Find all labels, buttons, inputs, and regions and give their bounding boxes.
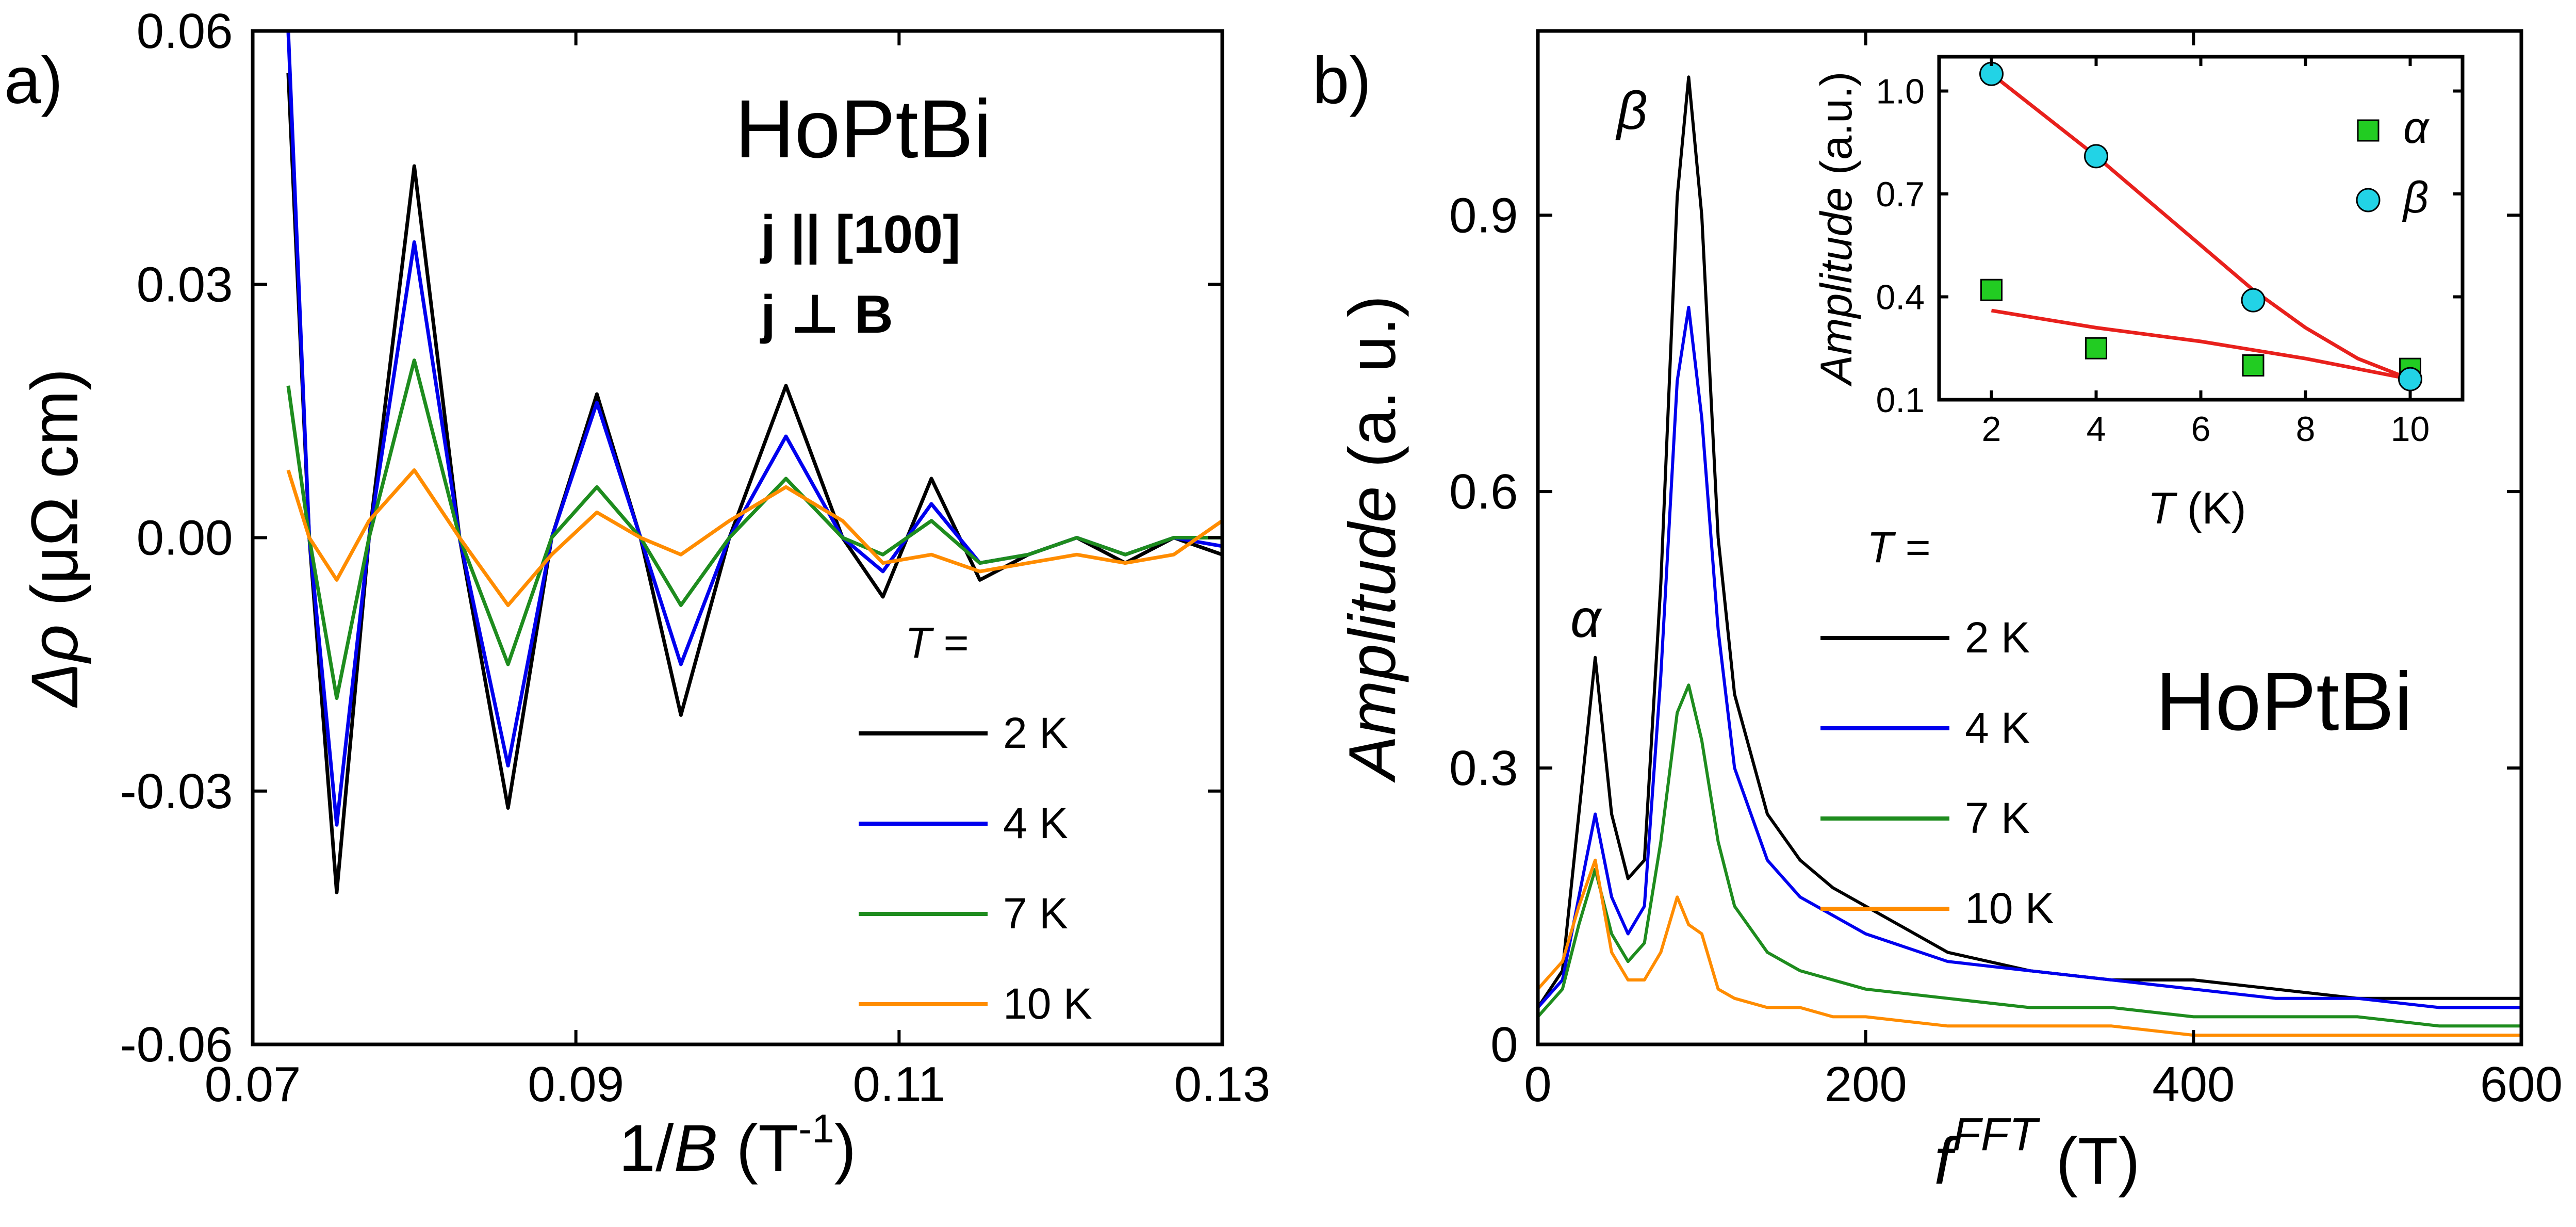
panel-b-series-4k [1536,305,2521,1009]
inset-ylabel-var: Amplitude [1812,187,1861,387]
panel-a-x-tick-label: 0.09 [528,1057,624,1112]
inset-marker-alpha [1980,279,2003,301]
panel-b-y-tick-label: 0.6 [1449,464,1518,519]
panel-a-y-tick-label: 0.03 [137,257,233,312]
panel-b: b) 0 200 400 600 0 0.3 0.6 0.9 Amplitude (a. u.… [1312,29,2563,1198]
panel-a-y-tick-label: 0.00 [137,511,233,566]
panel-b-legend-label: 2 K [1965,613,2030,662]
panel-a-y-axis-title: Δρ (μΩ cm) [18,368,92,708]
panel-a-perp-condition: j ⊥ B [760,285,893,345]
panel-a-series-2k [286,73,1223,894]
panel-b-legend-label: 4 K [1965,704,2030,752]
panel-b-beta-label: β [1615,81,1647,141]
panel-b-y-tick-label: 0.9 [1449,188,1518,243]
inset-y-tick-label: 1.0 [1876,72,1925,111]
panel-b-x-axis-title: fFFT (T) [1934,1109,2140,1198]
inset-fit-line-0 [1991,308,2411,381]
inset-legend-marker-beta [2356,188,2381,212]
inset-legend-label: α [2403,103,2430,153]
panel-a-ylabel-var: Δρ [18,625,92,708]
panel-a-current-direction: j || [100] [760,205,961,265]
inset-background [1939,57,2463,400]
inset-ticks: 2 4 6 8 10 0.1 0.4 0.7 1.0 [1876,57,2463,449]
inset-y-tick-label: 0.7 [1876,175,1925,214]
panel-a: a) 0.07 0.09 0.11 0.13-0.06-0.030.000.030.0… [4,4,1270,1185]
panel-a-y-tick-label: 0.06 [137,4,233,59]
panel-a-x-tick-label: 0.13 [1174,1057,1271,1112]
panel-a-legend-label: 10 K [1003,979,1092,1028]
inset-xlabel-unit: (K) [2175,484,2246,533]
panel-b-series-7k [1536,683,2521,1028]
panel-b-series-2k [1536,75,2521,1009]
panel-a-compound-label: HoPtBi [735,83,992,175]
panel-a-legend-label: 7 K [1003,889,1068,938]
panel-b-y-tick-label: 0.3 [1449,741,1518,796]
panel-b-ticks: 0 200 400 600 0 0.3 0.6 0.9 [1449,31,2563,1112]
panel-a-xlabel-var: B [674,1111,718,1185]
panel-a-x-tick-label: 0.07 [205,1057,301,1112]
panel-a-series [286,30,1224,894]
inset-x-axis-title: T (K) [2147,484,2246,533]
inset-x-tick-label: 6 [2191,410,2211,449]
inset-y-tick-label: 0.4 [1876,278,1925,317]
panel-b-legend-title: T = [1867,523,1931,571]
svg-text:Amplitude (a.u.): Amplitude (a.u.) [1812,71,1861,387]
panel-a-x-axis-title: 1/B (T-1) [619,1106,856,1185]
inset-x-tick-label: 2 [1982,410,2001,449]
panel-a-x-tick-label: 0.11 [852,1057,945,1112]
panel-b-xlabel-unit: (T) [2038,1124,2140,1198]
panel-b-alpha-label: α [1570,589,1602,649]
inset-x-tick-label: 4 [2087,410,2106,449]
svg-text:Amplitude (a. u.): Amplitude (a. u.) [1336,295,1409,783]
svg-text:Δρ (μΩ cm): Δρ (μΩ cm) [18,368,92,708]
panel-a-xlabel-sup: -1 [798,1106,834,1151]
panel-b-legend-label: 10 K [1965,884,2054,932]
panel-b-x-tick-label: 0 [1524,1057,1551,1112]
inset-legend-label: β [2402,173,2429,222]
panel-b-compound-label: HoPtBi [2156,655,2413,747]
panel-b-x-tick-label: 200 [1825,1057,1907,1112]
panel-b-legend-label: 7 K [1965,794,2030,842]
panel-b-y-axis-title: Amplitude (a. u.) [1336,295,1409,783]
panel-b-inset: 2 4 6 8 10 0.1 0.4 0.7 1.0 Amplitude (a.u.) T (K… [1812,55,2465,533]
inset-ylabel-unit: (a.u.) [1812,71,1861,187]
panel-a-ticks: 0.07 0.09 0.11 0.13 -0.06 -0.03 0.00 0.03 0.06 [120,4,1271,1112]
panel-b-ylabel-unit: (a. u.) [1336,295,1409,486]
inset-fit-line-1 [1990,72,2411,381]
inset-x-tick-label: 8 [2296,410,2316,449]
panel-a-xlabel-prefix: 1/ [619,1111,674,1185]
inset-xlabel-var: T [2147,484,2177,533]
panel-a-y-tick-label: -0.06 [120,1017,233,1072]
panel-a-label: a) [4,44,63,118]
panel-b-y-tick-label: 0 [1490,1017,1518,1072]
panel-b-legend: T = 2 K 4 K 7 K 10 K [1820,523,2054,932]
inset-x-tick-label: 10 [2391,410,2430,449]
panel-b-x-tick-label: 600 [2480,1057,2563,1112]
panel-a-ylabel-unit: (μΩ cm) [18,368,92,624]
inset-marker-alpha [2085,337,2107,359]
inset-marker-alpha [2242,354,2265,377]
panel-b-label: b) [1312,44,1371,118]
inset-y-axis-title: Amplitude (a.u.) [1812,71,1861,387]
panel-a-series-10k [286,468,1224,607]
panel-a-xlabel-unit: (T [718,1111,798,1185]
panel-a-legend-label: 4 K [1003,799,1068,847]
inset-legend: αβ [2356,103,2430,222]
panel-b-x-tick-label: 400 [2152,1057,2235,1112]
panel-a-legend-label: 2 K [1003,709,1068,757]
panel-a-legend-title: T = [905,618,969,667]
inset-legend-marker-alpha [2357,119,2380,142]
inset-y-tick-label: 0.1 [1876,381,1925,420]
inset-marker-beta [2398,367,2422,391]
panel-b-ylabel-var: Amplitude [1336,486,1409,783]
panel-a-legend: T = 2 K 4 K 7 K 10 K [859,618,1092,1028]
panel-a-xlabel-close: ) [834,1111,857,1185]
panel-b-xlabel-sup: FFT [1952,1109,2041,1160]
panel-a-y-tick-label: -0.03 [120,764,233,819]
panel-b-frame [1536,29,2523,1046]
inset-marker-beta [2084,144,2108,169]
inset-marker-beta [2241,288,2266,313]
panel-a-series-7k [286,358,1222,700]
